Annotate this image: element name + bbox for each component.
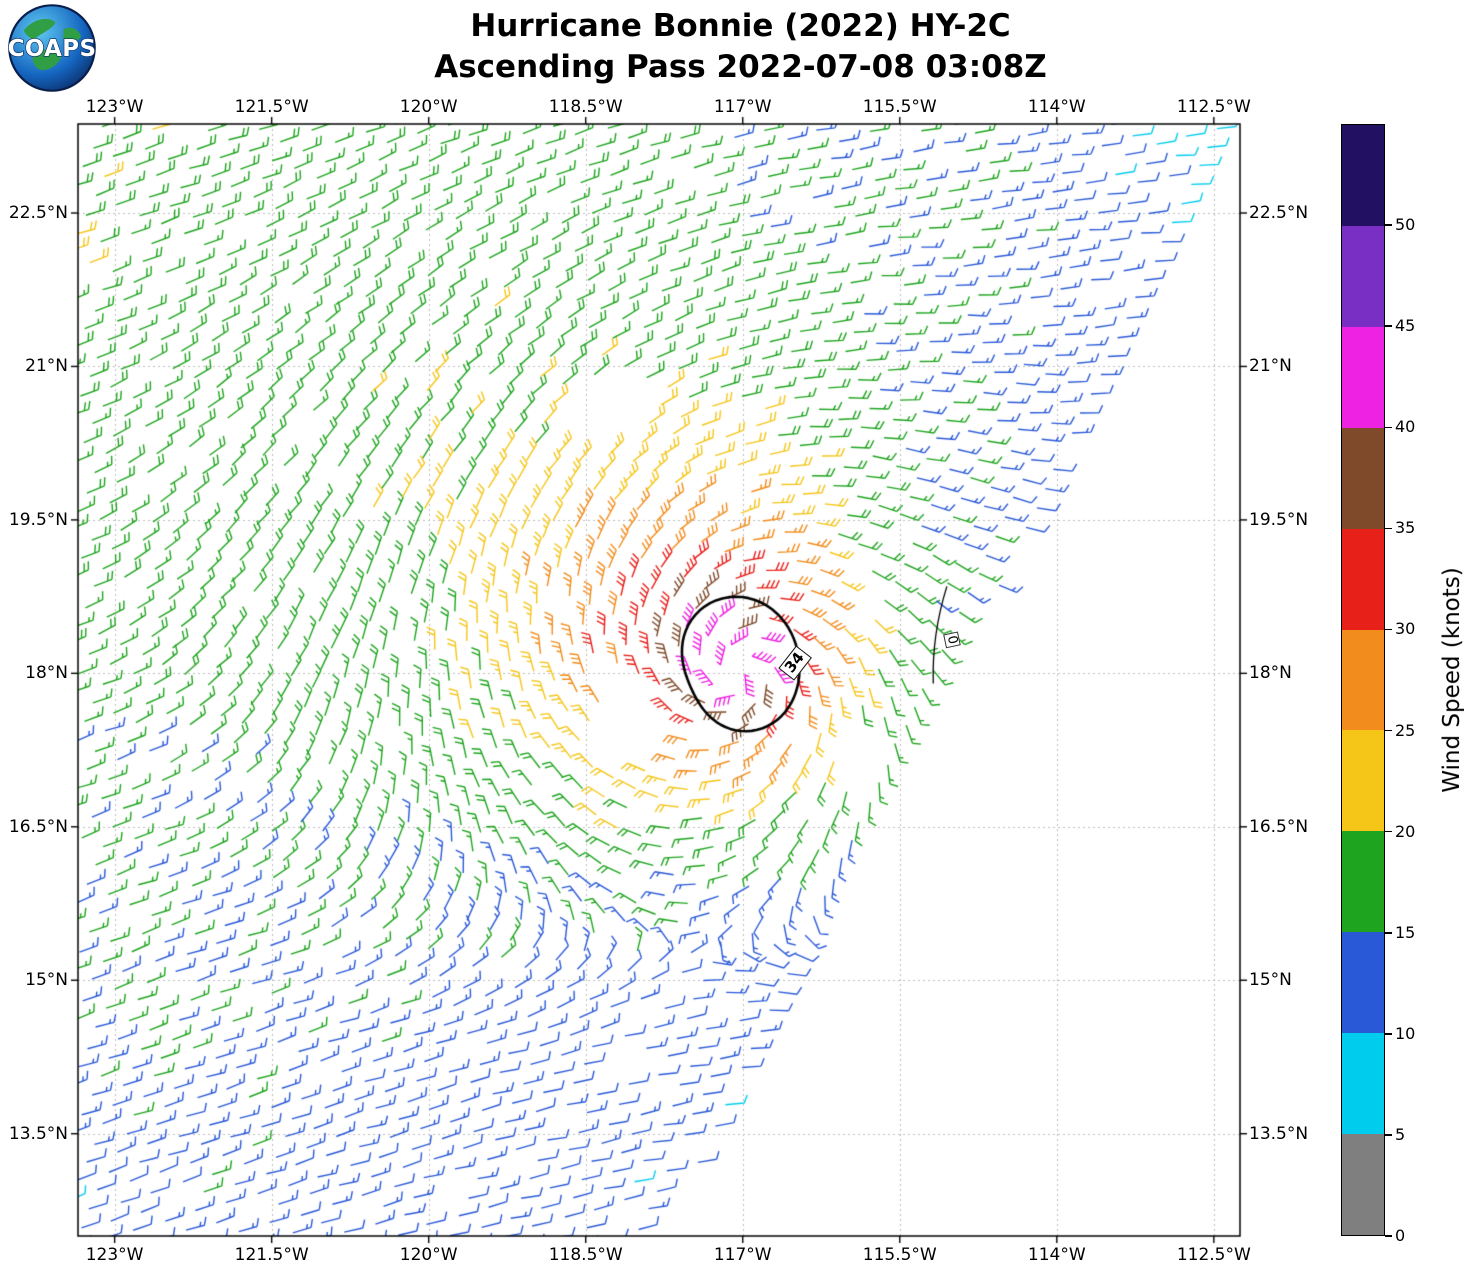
colorbar-tick-label: 20 [1395, 821, 1416, 841]
colorbar-segment [1342, 1134, 1384, 1235]
x-tick-label-bottom: 115.5°W [862, 1245, 937, 1264]
x-tick-label-bottom: 114°W [1027, 1245, 1086, 1264]
colorbar-tick-label: 25 [1395, 720, 1416, 740]
colorbar-tick-label: 35 [1395, 518, 1416, 538]
colorbar-tick [1385, 729, 1392, 732]
colorbar-segment [1342, 629, 1384, 731]
logo-landmass [63, 27, 82, 43]
colorbar-segment [1342, 932, 1384, 1034]
x-tick-label-top: 121.5°W [234, 97, 309, 117]
colorbar-tick [1385, 1134, 1392, 1136]
colorbar-tick [1385, 325, 1392, 327]
colorbar-tick [1385, 224, 1392, 226]
x-tick-label-top: 114°W [1027, 97, 1086, 117]
x-tick-label-top: 115.5°W [862, 97, 937, 117]
y-tick-label-left: 18°N [25, 663, 68, 684]
y-tick-label-left: 15°N [25, 970, 68, 991]
colorbar-segment [1342, 225, 1384, 327]
coaps-logo: COAPS [8, 4, 96, 92]
colorbar-segment [1342, 326, 1384, 428]
y-tick-label-left: 16.5°N [8, 816, 68, 837]
colorbar-tick-label: 40 [1395, 417, 1416, 437]
colorbar-segment [1342, 528, 1384, 630]
y-tick-label-left: 19.5°N [8, 509, 68, 530]
colorbar-segment [1342, 831, 1384, 933]
y-tick-label-right: 16.5°N [1249, 816, 1309, 837]
colorbar-tick [1385, 1235, 1392, 1237]
colorbar-tick-label: 50 [1395, 215, 1416, 235]
x-tick-label-bottom: 123°W [85, 1245, 144, 1264]
y-tick-label-left: 22.5°N [8, 203, 68, 223]
x-tick-label-bottom: 121.5°W [234, 1245, 309, 1264]
colorbar-tick [1385, 426, 1392, 429]
y-tick-label-right: 19.5°N [1249, 509, 1309, 530]
y-tick-label-right: 15°N [1249, 970, 1292, 991]
x-tick-label-bottom: 118.5°W [548, 1245, 623, 1264]
y-tick-label-right: 21°N [1249, 356, 1292, 377]
colorbar-tick-label: 10 [1395, 1023, 1416, 1043]
x-tick-label-bottom: 120°W [399, 1245, 458, 1264]
x-tick-label-bottom: 112.5°W [1176, 1245, 1251, 1264]
colorbar-segment [1342, 125, 1384, 226]
logo-landmass [23, 18, 56, 41]
y-tick-label-right: 18°N [1249, 663, 1292, 684]
y-tick-label-left: 13.5°N [8, 1123, 68, 1144]
x-tick-label-top: 118.5°W [548, 97, 623, 117]
colorbar-tick-label: 5 [1395, 1124, 1406, 1144]
y-tick-label-right: 22.5°N [1249, 203, 1309, 223]
plot-title: Hurricane Bonnie (2022) HY-2C Ascending … [0, 6, 1481, 88]
title-line1: Hurricane Bonnie (2022) HY-2C [470, 8, 1011, 44]
colorbar-tick-label: 30 [1395, 619, 1416, 639]
colorbar-tick-label: 15 [1395, 922, 1416, 942]
colorbar-tick-label: 0 [1395, 1226, 1406, 1245]
logo-text: COAPS [8, 36, 96, 62]
colorbar [1341, 124, 1385, 1236]
y-tick-label-left: 21°N [25, 356, 68, 377]
colorbar-tick [1385, 932, 1392, 934]
colorbar-tick [1385, 527, 1392, 530]
colorbar-segment [1342, 427, 1384, 529]
x-tick-label-top: 120°W [399, 97, 458, 117]
colorbar-segment [1342, 730, 1384, 832]
contour-label-0: 0 [943, 631, 961, 649]
logo-landmass [32, 49, 62, 71]
y-tick-label-right: 13.5°N [1249, 1123, 1309, 1144]
colorbar-tick [1385, 628, 1392, 631]
title-line2: Ascending Pass 2022-07-08 03:08Z [434, 48, 1047, 85]
colorbar-segment [1342, 1033, 1384, 1135]
x-tick-label-bottom: 117°W [713, 1245, 772, 1264]
x-tick-label-top: 123°W [85, 97, 144, 117]
x-tick-label-top: 112.5°W [1176, 97, 1251, 117]
x-tick-label-top: 117°W [713, 97, 772, 117]
colorbar-tick-label: 45 [1395, 316, 1416, 336]
colorbar-tick [1385, 830, 1392, 833]
colorbar-tick [1385, 1033, 1392, 1035]
colorbar-label: Wind Speed (knots) [1439, 567, 1465, 793]
